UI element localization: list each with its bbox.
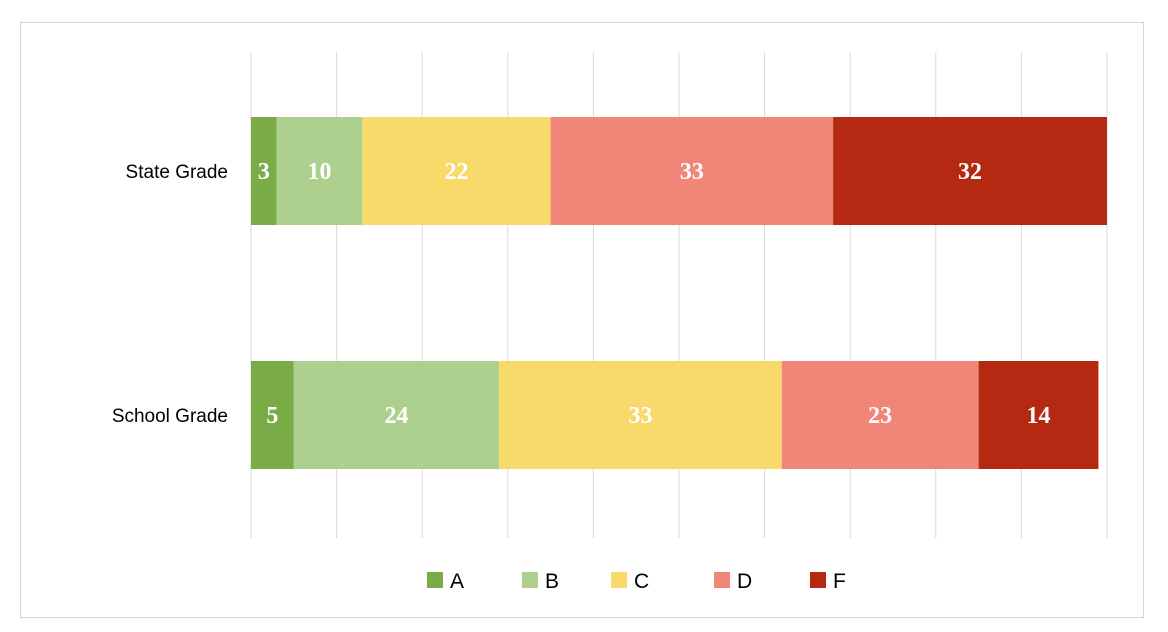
- data-label-d-0: 33: [680, 159, 704, 185]
- data-label-f-0: 32: [958, 159, 982, 185]
- category-label: State Grade: [126, 162, 228, 183]
- data-label-c-1: 33: [628, 403, 652, 429]
- category-label: School Grade: [112, 406, 228, 427]
- data-label-b-0: 10: [307, 159, 331, 185]
- bar-a-0: [251, 117, 277, 225]
- category-labels: State Grade School Grade: [112, 162, 228, 427]
- bar-a-1: [251, 361, 294, 469]
- bar-d-1: [781, 361, 979, 469]
- legend-label-c: C: [634, 570, 649, 593]
- bar-c-1: [499, 361, 782, 469]
- bar-c-0: [362, 117, 551, 225]
- legend-swatch-a: [427, 572, 443, 588]
- legend-swatch-f: [810, 572, 826, 588]
- legend-label-f: F: [833, 570, 846, 593]
- legend-swatch-b: [522, 572, 538, 588]
- bars: 3 10 22 33 32 5 24 33 23 14: [251, 117, 1107, 469]
- legend-label-a: A: [450, 570, 464, 593]
- bar-b-1: [293, 361, 500, 469]
- data-label-b-1: 24: [385, 403, 409, 429]
- bar-f-1: [978, 361, 1099, 469]
- data-label-c-0: 22: [444, 159, 468, 185]
- data-label-d-1: 23: [868, 403, 892, 429]
- legend-label-b: B: [545, 570, 559, 593]
- data-label-f-1: 14: [1027, 403, 1051, 429]
- bar-d-0: [550, 117, 834, 225]
- bar-f-0: [833, 117, 1107, 225]
- data-label-a-1: 5: [266, 403, 278, 429]
- legend-label-d: D: [737, 570, 752, 593]
- legend-swatch-c: [611, 572, 627, 588]
- bar-b-0: [276, 117, 363, 225]
- data-label-a-0: 3: [258, 159, 270, 185]
- legend-swatch-d: [714, 572, 730, 588]
